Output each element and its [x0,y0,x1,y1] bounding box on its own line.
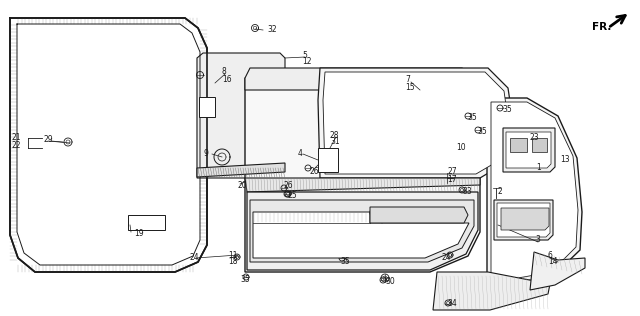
Text: 9: 9 [204,149,209,157]
Text: 34: 34 [447,299,457,307]
Text: 35: 35 [340,258,349,266]
Text: 31: 31 [330,137,340,147]
Polygon shape [370,207,468,223]
Polygon shape [318,148,338,172]
Text: 4: 4 [298,149,303,157]
Polygon shape [491,102,578,283]
Polygon shape [245,78,480,272]
Text: 17: 17 [447,174,456,184]
Polygon shape [253,212,469,258]
Text: 35: 35 [502,106,512,114]
Text: 5: 5 [302,51,307,59]
Polygon shape [506,132,551,168]
Polygon shape [318,68,515,178]
Text: 7: 7 [405,76,410,84]
Polygon shape [197,58,283,175]
Polygon shape [503,128,555,172]
Text: 3: 3 [535,235,540,245]
Polygon shape [433,272,550,310]
Polygon shape [532,138,547,152]
Text: 29: 29 [44,136,54,144]
Polygon shape [197,53,285,178]
Polygon shape [128,215,165,230]
Polygon shape [494,200,553,240]
Text: 12: 12 [302,58,312,66]
Polygon shape [10,18,207,272]
Text: 22: 22 [12,141,22,149]
Polygon shape [501,208,549,230]
Text: 35: 35 [477,127,487,137]
Polygon shape [250,200,474,262]
Polygon shape [510,138,527,152]
Text: 27: 27 [447,167,456,177]
Text: 21: 21 [12,133,22,143]
Text: 10: 10 [456,143,466,153]
Text: 20: 20 [237,180,246,190]
Polygon shape [530,252,585,290]
Polygon shape [197,163,285,177]
Text: 2: 2 [497,187,502,197]
Polygon shape [245,68,480,100]
Polygon shape [487,98,582,288]
Polygon shape [247,192,478,270]
Text: 26: 26 [310,167,319,177]
Text: 28: 28 [330,131,339,139]
Text: 15: 15 [405,82,415,92]
Polygon shape [199,97,215,117]
Text: 16: 16 [222,75,232,83]
Text: 11: 11 [228,251,237,259]
Text: 18: 18 [228,258,237,266]
Text: 30: 30 [385,277,395,287]
Text: 35: 35 [467,113,477,123]
Text: 25: 25 [288,191,298,200]
Polygon shape [323,72,510,174]
Text: 6: 6 [548,251,553,259]
Text: 24: 24 [442,253,452,263]
Text: 33: 33 [462,187,472,197]
Text: 14: 14 [548,258,557,266]
Text: 32: 32 [267,26,276,34]
Polygon shape [245,178,480,192]
Text: 1: 1 [536,163,541,173]
Polygon shape [497,203,550,237]
Text: FR.: FR. [592,22,611,32]
Text: 19: 19 [134,229,143,239]
Text: 8: 8 [222,68,227,76]
Text: 24: 24 [190,253,200,263]
Text: 13: 13 [560,155,570,165]
Text: 23: 23 [530,133,540,143]
Text: 26: 26 [284,180,294,190]
Text: 35: 35 [240,276,250,284]
